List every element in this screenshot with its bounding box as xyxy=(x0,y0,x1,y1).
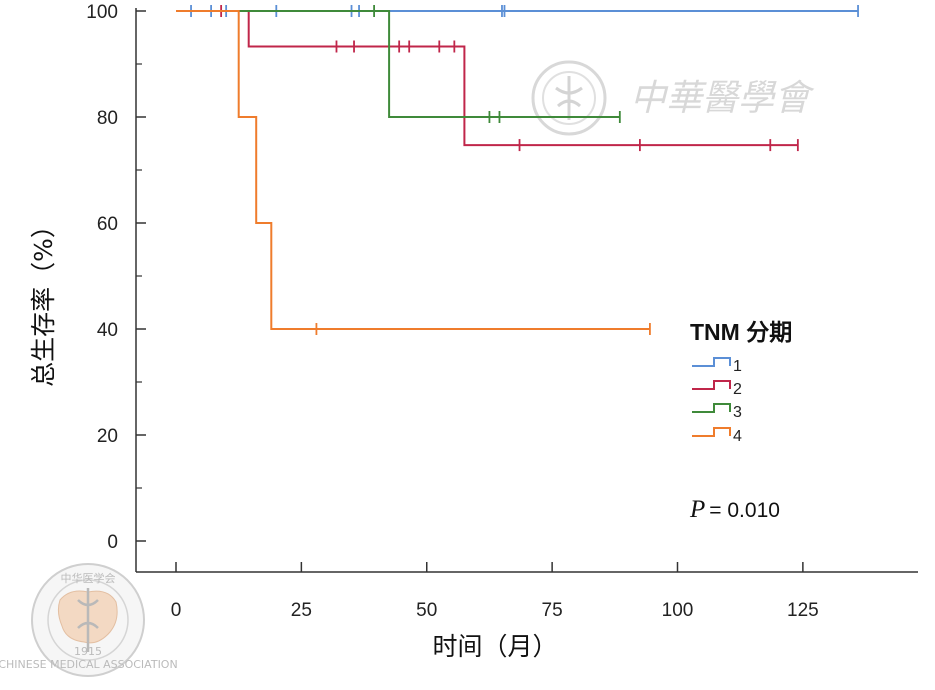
axes xyxy=(135,8,918,573)
legend-entry-2: 2 xyxy=(692,380,742,398)
legend-swatch xyxy=(692,427,731,437)
series-4 xyxy=(176,10,651,335)
p-symbol: P xyxy=(689,496,705,523)
y-tick-label: 40 xyxy=(97,320,118,341)
legend: TNM 分期 1 2 3 4 xyxy=(690,319,792,445)
survival-curve-3 xyxy=(176,10,620,118)
watermark-text: 中華醫學會 xyxy=(630,78,815,119)
legend-swatch xyxy=(692,403,731,413)
p-value-text: = 0.010 xyxy=(709,499,780,522)
x-ticks: 0 25 50 75 100 125 xyxy=(171,562,819,621)
watermark-seal-bottom: 中华医学会 CHINESE MEDICAL ASSOCIATION 1915 xyxy=(0,563,178,677)
y-ticks: 0 20 40 60 80 100 xyxy=(86,2,146,553)
x-tick-label: 50 xyxy=(416,600,437,621)
series-3 xyxy=(176,5,621,123)
y-tick-label: 60 xyxy=(97,214,118,235)
x-tick-label: 0 xyxy=(171,600,182,621)
x-tick-label: 125 xyxy=(787,600,819,621)
y-tick-label: 0 xyxy=(107,532,118,553)
y-tick-label: 20 xyxy=(97,426,118,447)
watermark-seal-top: 中華醫學會 xyxy=(531,60,815,136)
series-layer xyxy=(176,5,859,335)
seal-top-text: 中华医学会 xyxy=(61,571,116,585)
x-tick-label: 25 xyxy=(291,600,312,621)
legend-label: 4 xyxy=(733,428,742,445)
legend-swatch xyxy=(692,357,731,367)
p-value-annotation: P = 0.010 xyxy=(689,496,780,523)
legend-label: 1 xyxy=(733,358,742,375)
legend-swatch xyxy=(692,380,731,390)
y-axis-title: 总生存率（%） xyxy=(29,213,58,387)
legend-entry-4: 4 xyxy=(692,427,742,445)
y-tick-label: 100 xyxy=(86,2,118,23)
legend-entry-1: 1 xyxy=(692,357,742,375)
seal-bottom-text: CHINESE MEDICAL ASSOCIATION xyxy=(0,658,178,671)
x-axis-title: 时间（月） xyxy=(432,632,557,661)
legend-entry-3: 3 xyxy=(692,403,742,421)
legend-label: 2 xyxy=(733,381,742,398)
legend-label: 3 xyxy=(733,404,742,421)
legend-title: TNM 分期 xyxy=(690,319,792,345)
survival-curve-4 xyxy=(176,10,650,330)
x-tick-label: 100 xyxy=(662,600,694,621)
x-tick-label: 75 xyxy=(542,600,563,621)
seal-year-text: 1915 xyxy=(74,645,102,658)
y-tick-label: 80 xyxy=(97,108,118,129)
